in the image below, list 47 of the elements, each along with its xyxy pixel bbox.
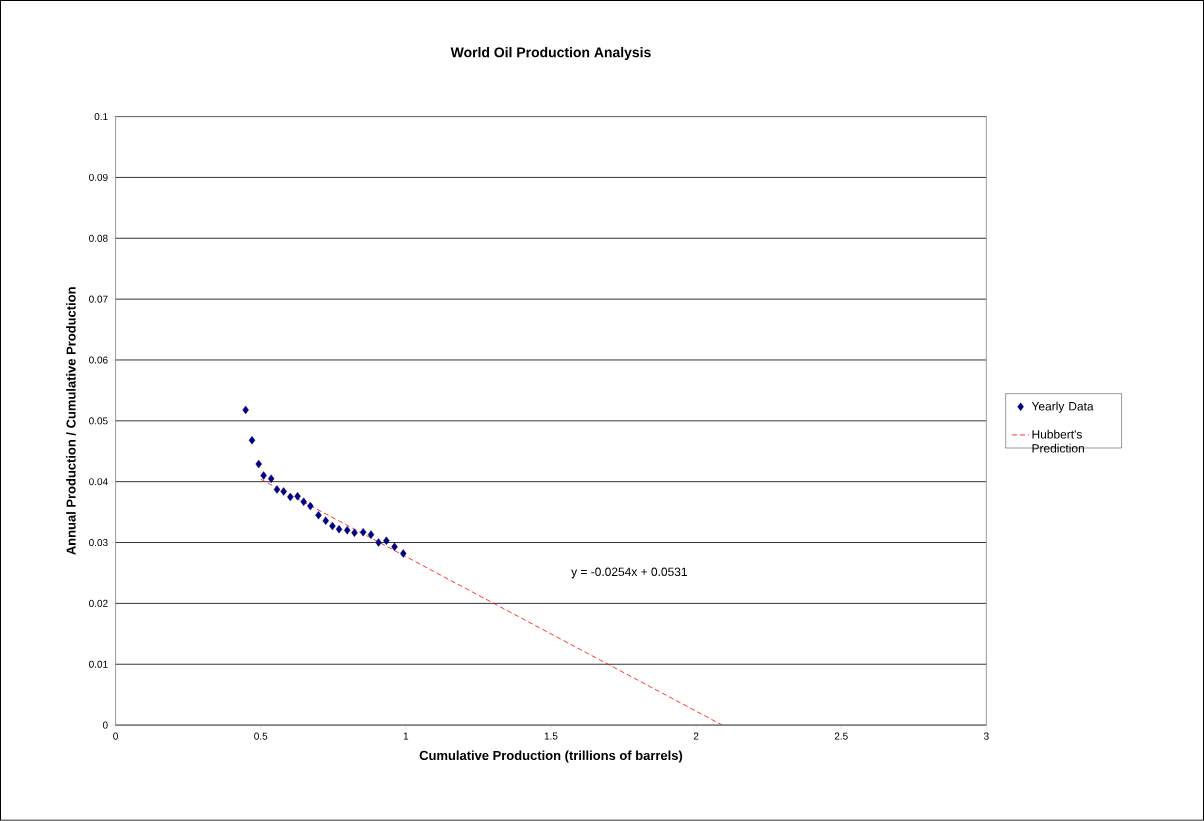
- y-tick-label: 0.07: [89, 295, 108, 303]
- x-tick-label: 2.5: [834, 732, 848, 740]
- y-tick-label: 0: [102, 721, 108, 729]
- point: [280, 487, 287, 496]
- point: [351, 528, 358, 538]
- point: [322, 516, 329, 525]
- x-tick-label: 3: [983, 732, 989, 740]
- point: [260, 471, 267, 480]
- y-tick-label: 0.03: [89, 539, 108, 547]
- annotation: y = -0.0254x + 0.0531: [571, 567, 687, 579]
- y-tick-label: 0.01: [89, 660, 108, 668]
- point: [344, 526, 351, 535]
- point: [383, 536, 390, 546]
- y-tick-label: 0.04: [89, 478, 108, 486]
- chart-title: World Oil Production Analysis: [450, 47, 651, 61]
- point: [287, 492, 294, 502]
- y-tick-label: 0.09: [89, 174, 108, 182]
- point: [294, 492, 301, 501]
- point: [367, 530, 375, 539]
- point: [335, 525, 343, 534]
- point: [242, 405, 249, 415]
- point: [248, 436, 256, 445]
- point: [329, 522, 336, 531]
- x-tick-label: 1.5: [544, 732, 558, 740]
- point: [307, 501, 314, 511]
- y-axis-title: Annual Production / Cumulative Production: [66, 287, 76, 555]
- x-tick-label: 0: [113, 732, 118, 740]
- point: [255, 459, 262, 469]
- point: [359, 528, 367, 537]
- x-tick-label: 2: [693, 732, 699, 740]
- point: [267, 474, 275, 483]
- y-tick-label: 0.08: [89, 234, 108, 242]
- point: [300, 497, 307, 507]
- x-tick-label: 0.5: [254, 732, 268, 740]
- y-tick-label: 0.06: [89, 356, 108, 364]
- y-tick-label: 0.02: [89, 600, 108, 608]
- point: [315, 511, 322, 520]
- point: [273, 485, 281, 494]
- point: [391, 542, 398, 552]
- y-tick-label: 0.1: [94, 113, 108, 121]
- point: [400, 549, 407, 558]
- x-axis-title: Cumulative Production (trillions of barrels): [419, 750, 683, 763]
- legend-label: Yearly Data: [1031, 401, 1094, 413]
- point: [375, 538, 382, 547]
- x-tick-label: 1: [403, 732, 409, 740]
- y-tick-label: 0.05: [89, 417, 108, 425]
- legend-label: Hubbert's Prediction: [1032, 430, 1084, 453]
